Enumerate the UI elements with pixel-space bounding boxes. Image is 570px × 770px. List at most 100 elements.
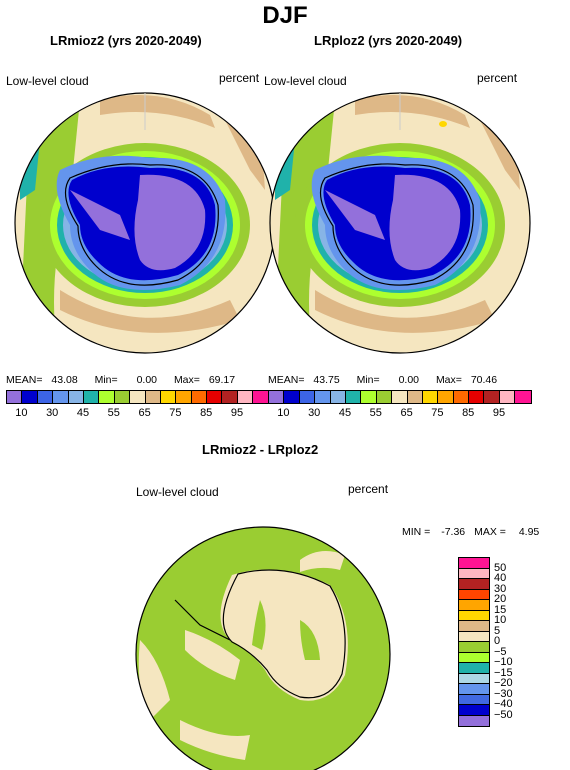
panel-3-variable: Low-level cloud: [136, 485, 219, 499]
colorbar-tick-label: −5: [494, 645, 507, 658]
colorbar-swatch: [459, 589, 489, 600]
colorbar-tick-label: 85: [200, 407, 213, 419]
colorbar-swatch: [459, 705, 489, 716]
colorbar-tick-label: 50: [494, 561, 507, 574]
colorbar-swatch: [361, 391, 377, 403]
colorbar-tick-label: 0: [494, 635, 501, 647]
panel-3-min-label: MIN =: [402, 526, 431, 538]
colorbar-swatch: [438, 391, 454, 403]
panel-3-min-value: -7.36: [441, 526, 466, 538]
colorbar-tick-label: 75: [431, 407, 444, 419]
colorbar-tick-label: 10: [494, 614, 507, 626]
colorbar-swatch: [459, 663, 489, 674]
colorbar-swatch: [130, 391, 146, 403]
colorbar-swatch: [330, 391, 346, 403]
colorbar-swatch: [269, 391, 285, 403]
colorbar-swatch: [253, 391, 269, 403]
colorbar-swatch: [284, 391, 300, 403]
panel-3-title: LRmioz2 - LRploz2: [202, 442, 319, 457]
colorbar-panel-2: [268, 390, 532, 404]
colorbar-swatch: [222, 391, 238, 403]
colorbar-tick-label: 75: [169, 407, 182, 419]
colorbar-swatch: [68, 391, 84, 403]
colorbar-tick-label: 30: [308, 407, 321, 419]
colorbar-swatch: [422, 391, 439, 403]
colorbar-swatch: [484, 391, 500, 403]
colorbar-swatch: [459, 715, 489, 726]
colorbar-swatch: [407, 391, 423, 403]
map-1: [15, 93, 275, 353]
colorbar-tick-label: −15: [494, 666, 513, 679]
colorbar-swatch: [114, 391, 131, 403]
colorbar-tick-label: 45: [76, 407, 90, 419]
colorbar-swatch: [83, 391, 100, 403]
colorbar-tick-label: 10: [15, 407, 28, 419]
colorbar-swatch: [459, 684, 489, 695]
colorbar-tick-label: 55: [107, 407, 120, 419]
panel-2-mean-label: MEAN=: [268, 374, 305, 386]
colorbar-swatch: [459, 631, 489, 642]
colorbar-tick-label: 45: [338, 407, 352, 419]
colorbar-tick-label: −20: [494, 677, 513, 689]
colorbar-swatch: [53, 391, 69, 403]
colorbar-swatch: [160, 391, 177, 403]
colorbar-swatch: [191, 391, 208, 403]
panel-1-variable: Low-level cloud: [6, 74, 89, 88]
colorbar-difference-ticks: 50 40 30 20 15 10 5 0 −5 −10 −15 −20 −30 −40 −50: [494, 557, 534, 757]
colorbar-tick-label: 85: [462, 407, 475, 419]
colorbar-swatch: [7, 391, 23, 403]
colorbar-tick-label: 10: [277, 407, 290, 419]
panel-2-max-value: 70.46: [470, 374, 498, 386]
panel-1-title: LRmioz2 (yrs 2020-2049): [50, 33, 202, 48]
panel-2-variable: Low-level cloud: [264, 74, 347, 88]
colorbar-swatch: [392, 391, 408, 403]
colorbar-tick-label: 15: [494, 603, 507, 616]
colorbar-swatch: [237, 391, 254, 403]
colorbar-tick-label: 95: [492, 407, 506, 419]
panel-2-stats: MEAN= 43.75 Min= 0.00 Max= 70.46: [268, 374, 497, 386]
colorbar-swatch: [459, 568, 489, 579]
colorbar-tick-label: 55: [369, 407, 382, 419]
colorbar-tick-label: −50: [494, 708, 513, 721]
colorbar-swatch: [315, 391, 331, 403]
colorbar-swatch: [459, 621, 489, 632]
panel-2-max-label: Max=: [435, 374, 462, 386]
colorbar-tick-label: 65: [138, 407, 151, 419]
panel-2-title: LRploz2 (yrs 2020-2049): [314, 33, 463, 48]
colorbar-swatch: [145, 391, 161, 403]
colorbar-swatch: [469, 391, 485, 403]
panel-1-max-value: 69.17: [208, 374, 236, 386]
map-2: [270, 93, 530, 353]
colorbar-difference: [458, 557, 490, 727]
panel-1-stats: MEAN= 43.08 Min= 0.00 Max= 69.17: [6, 374, 235, 386]
colorbar-swatch: [459, 652, 489, 663]
colorbar-swatch: [376, 391, 393, 403]
colorbar-tick-label: 5: [494, 624, 501, 637]
colorbar-tick-label: 30: [494, 582, 507, 595]
colorbar-swatch: [499, 391, 516, 403]
colorbar-tick-label: −10: [494, 656, 513, 668]
panel-3-max-value: 4.95: [518, 526, 540, 538]
panel-2-min-label: Min=: [356, 374, 380, 386]
panel-1-mean-label: MEAN=: [6, 374, 43, 386]
colorbar-tick-label: −40: [494, 698, 513, 710]
panel-3-max-label: MAX =: [474, 526, 506, 538]
colorbar-tick-label: 20: [494, 593, 507, 605]
colorbar-panel-2-ticks: 10 30 45 55 65 75 85 95: [268, 407, 530, 421]
colorbar-swatch: [515, 391, 531, 403]
panel-1-max-label: Max=: [173, 374, 200, 386]
colorbar-tick-label: 65: [400, 407, 413, 419]
panel-1-min-value: 0.00: [136, 374, 158, 386]
colorbar-swatch: [459, 673, 489, 684]
colorbar-swatch: [299, 391, 316, 403]
colorbar-swatch: [459, 642, 489, 653]
colorbar-swatch: [176, 391, 192, 403]
panel-1-units: percent: [219, 71, 260, 85]
colorbar-swatch: [345, 391, 362, 403]
colorbar-swatch: [459, 558, 489, 569]
panel-3-units: percent: [348, 482, 389, 496]
panel-2-units: percent: [477, 71, 518, 85]
panel-2-mean-value: 43.75: [313, 374, 340, 386]
panel-1-min-label: Min=: [94, 374, 118, 386]
